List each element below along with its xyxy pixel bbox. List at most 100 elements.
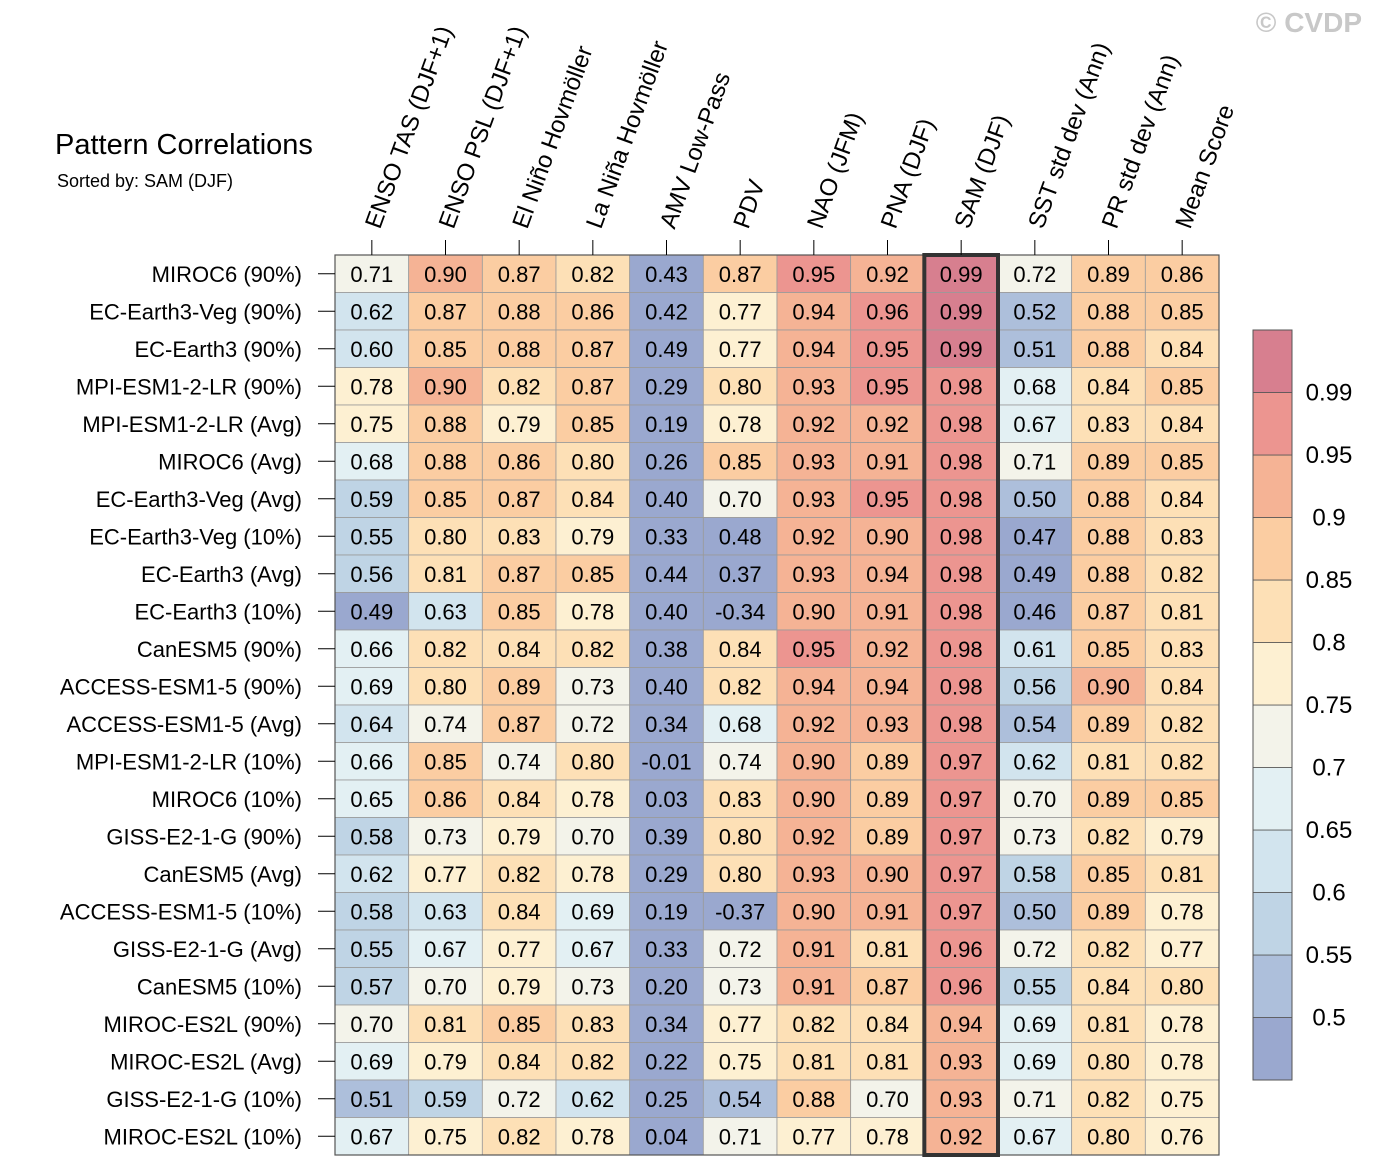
heatmap-cell [334, 1079, 410, 1118]
heatmap-cell [481, 1042, 557, 1081]
heatmap-cell [408, 254, 483, 293]
cell-value: 0.85 [1087, 637, 1130, 662]
cell-value: 0.88 [498, 337, 541, 362]
cell-value: 0.93 [792, 862, 835, 887]
heatmap-cell [850, 742, 925, 781]
cell-value: 0.82 [1087, 937, 1130, 962]
row-label: EC-Earth3-Veg (Avg) [96, 487, 302, 512]
heatmap-cell [850, 404, 925, 443]
row-label: ACCESS-ESM1-5 (10%) [60, 899, 302, 924]
cell-value: 0.61 [1013, 637, 1056, 662]
cell-value: 0.80 [1087, 1124, 1130, 1149]
heatmap-cell [850, 1117, 925, 1156]
heatmap-cell [555, 367, 631, 406]
cell-value: 0.71 [719, 1124, 762, 1149]
row-label: MIROC-ES2L (90%) [104, 1012, 302, 1037]
heatmap-cell [776, 779, 852, 818]
cell-value: 0.54 [719, 1087, 762, 1112]
heatmap-cell [334, 404, 410, 443]
cell-value: 0.80 [719, 824, 762, 849]
heatmap-cell [1144, 254, 1220, 293]
colorbar-segment [1252, 454, 1293, 518]
cell-value: 0.54 [1013, 712, 1056, 737]
cell-value: 0.69 [571, 899, 614, 924]
colorbar-segment [1252, 704, 1293, 768]
cell-value: 0.40 [645, 674, 688, 699]
heatmap-cell [408, 929, 483, 968]
cell-value: 0.78 [571, 787, 614, 812]
column-label: AMV Low-Pass [655, 69, 736, 232]
cell-value: 0.83 [719, 787, 762, 812]
cell-value: 0.62 [1013, 749, 1056, 774]
colorbar-segment [1252, 767, 1293, 831]
cell-value: 0.86 [498, 449, 541, 474]
cell-value: 0.88 [792, 1087, 835, 1112]
heatmap-cell [923, 554, 999, 593]
cell-value: 0.85 [1161, 787, 1204, 812]
heatmap-cell [629, 1042, 704, 1081]
cell-value: 0.98 [940, 449, 983, 474]
cell-value: 0.34 [645, 712, 688, 737]
cell-value: 0.87 [1087, 599, 1130, 624]
cell-value: 0.85 [424, 487, 467, 512]
cell-value: 0.75 [719, 1049, 762, 1074]
cell-value: 0.82 [571, 262, 614, 287]
heatmap-cell [1144, 517, 1220, 556]
cell-value: 0.73 [1013, 824, 1056, 849]
cell-value: 0.82 [1161, 749, 1204, 774]
heatmap-cell [555, 554, 631, 593]
cell-value: 0.85 [571, 412, 614, 437]
cell-value: 0.77 [1161, 937, 1204, 962]
cell-value: 0.78 [719, 412, 762, 437]
heatmap-cell [997, 479, 1073, 518]
cell-value: 0.93 [792, 374, 835, 399]
cell-value: 0.48 [719, 524, 762, 549]
cell-value: 0.93 [792, 449, 835, 474]
cell-value: 0.89 [866, 749, 909, 774]
heatmap-cell [555, 1117, 631, 1156]
colorbar-label: 0.7 [1312, 755, 1345, 782]
colorbar-segment [1252, 892, 1293, 956]
heatmap-cell [1071, 667, 1146, 706]
cell-value: 0.78 [1161, 899, 1204, 924]
cell-value: 0.91 [792, 937, 835, 962]
cell-value: 0.89 [1087, 899, 1130, 924]
cell-value: 0.81 [1161, 599, 1204, 624]
cell-value: 0.95 [866, 337, 909, 362]
heatmap-cell [702, 404, 778, 443]
heatmap-cell [1071, 517, 1146, 556]
cell-value: 0.87 [424, 299, 467, 324]
cell-value: 0.91 [866, 449, 909, 474]
cell-value: 0.51 [350, 1087, 393, 1112]
heatmap-cell [334, 854, 410, 893]
cell-value: 0.75 [350, 412, 393, 437]
cell-value: 0.95 [792, 262, 835, 287]
colorbar-label: 0.65 [1306, 817, 1353, 844]
row-label: MPI-ESM1-2-LR (90%) [76, 374, 302, 399]
heatmap-cell [555, 517, 631, 556]
heatmap-cell [850, 817, 925, 856]
cell-value: 0.87 [498, 562, 541, 587]
cell-value: 0.87 [571, 374, 614, 399]
cell-value: 0.92 [866, 412, 909, 437]
cell-value: 0.84 [1087, 974, 1130, 999]
cell-value: 0.67 [350, 1124, 393, 1149]
heatmap-cell [997, 742, 1073, 781]
heatmap-cell [776, 517, 852, 556]
heatmap-cell [334, 442, 410, 481]
cell-value: 0.97 [940, 749, 983, 774]
cell-value: 0.90 [792, 749, 835, 774]
cell-value: 0.55 [350, 524, 393, 549]
cell-value: 0.67 [424, 937, 467, 962]
cell-value: 0.72 [498, 1087, 541, 1112]
heatmap-cell [1144, 1004, 1220, 1043]
cell-value: 0.96 [940, 937, 983, 962]
cell-value: 0.88 [424, 412, 467, 437]
heatmap-cell [629, 404, 704, 443]
heatmap-cell [481, 704, 557, 743]
cell-value: 0.92 [792, 712, 835, 737]
heatmap-cell [776, 892, 852, 931]
heatmap-cell [408, 479, 483, 518]
colorbar-segment [1252, 579, 1293, 643]
cell-value: 0.81 [866, 937, 909, 962]
